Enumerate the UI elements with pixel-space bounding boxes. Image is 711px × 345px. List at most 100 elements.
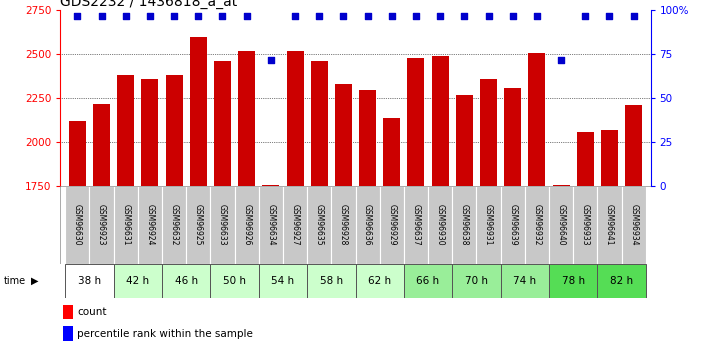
Point (144, 13, 156, 18)
Bar (501, 264, 549, 298)
Text: 78 h: 78 h (562, 276, 584, 286)
Point (483, 13, 494, 18)
Bar (90, 186, 114, 264)
Bar (307, 186, 331, 264)
Text: GSM96638: GSM96638 (460, 204, 469, 246)
Bar (331, 186, 356, 264)
Bar (501, 186, 525, 264)
Point (507, 13, 518, 18)
Bar (138, 186, 162, 264)
Text: percentile rank within the sample: percentile rank within the sample (77, 329, 253, 339)
Text: GSM96640: GSM96640 (557, 204, 565, 246)
Bar (141, 79, 159, 345)
Bar (356, 264, 404, 298)
Point (386, 13, 397, 18)
Point (604, 13, 615, 18)
Bar (407, 58, 424, 345)
Point (217, 13, 228, 18)
Bar (359, 89, 376, 345)
Text: GSM96634: GSM96634 (267, 204, 275, 246)
Point (579, 13, 591, 18)
Text: 70 h: 70 h (465, 276, 488, 286)
Bar (601, 130, 618, 345)
Bar (262, 185, 279, 345)
Point (531, 13, 542, 18)
Bar (65, 186, 90, 264)
Text: GSM96635: GSM96635 (315, 204, 324, 246)
Bar (504, 88, 521, 345)
Text: 46 h: 46 h (175, 276, 198, 286)
Bar (93, 105, 110, 345)
Text: 62 h: 62 h (368, 276, 391, 286)
Bar (356, 186, 380, 264)
Point (314, 13, 325, 18)
Bar (186, 186, 210, 264)
Bar (287, 51, 304, 345)
Bar (69, 121, 86, 345)
Text: GSM96639: GSM96639 (508, 204, 517, 246)
Bar (235, 186, 259, 264)
Bar (577, 132, 594, 345)
Bar (549, 264, 597, 298)
Text: GSM96630: GSM96630 (73, 204, 82, 246)
Bar (549, 186, 573, 264)
Text: 74 h: 74 h (513, 276, 536, 286)
Point (241, 13, 252, 18)
Point (72, 13, 83, 18)
Text: 38 h: 38 h (78, 276, 101, 286)
Bar (404, 186, 428, 264)
Bar (238, 51, 255, 345)
Bar (65, 264, 114, 298)
Bar (210, 186, 235, 264)
Text: GSM96931: GSM96931 (484, 204, 493, 246)
Text: GSM96930: GSM96930 (436, 204, 444, 246)
Text: 58 h: 58 h (320, 276, 343, 286)
Bar (283, 186, 307, 264)
Bar (259, 264, 307, 298)
Text: GSM96632: GSM96632 (170, 204, 178, 246)
Bar (307, 264, 356, 298)
Text: 50 h: 50 h (223, 276, 246, 286)
Text: GSM96934: GSM96934 (629, 204, 638, 246)
Bar (162, 264, 210, 298)
Text: GDS2232 / 1436818_a_at: GDS2232 / 1436818_a_at (60, 0, 237, 9)
Bar (480, 79, 497, 345)
Bar (452, 264, 501, 298)
Point (289, 13, 301, 18)
Bar (162, 186, 186, 264)
Bar (621, 186, 646, 264)
Point (362, 13, 373, 18)
Text: time: time (4, 276, 26, 286)
Text: GSM96633: GSM96633 (218, 204, 227, 246)
Text: 42 h: 42 h (127, 276, 149, 286)
Bar (428, 186, 452, 264)
Bar (452, 186, 476, 264)
Text: ▶: ▶ (31, 276, 38, 286)
Bar (597, 264, 646, 298)
Text: GSM96929: GSM96929 (387, 204, 396, 246)
Bar (597, 186, 621, 264)
Bar (432, 56, 449, 345)
Point (120, 13, 132, 18)
Bar (114, 186, 138, 264)
Bar (528, 52, 545, 345)
Bar (573, 186, 597, 264)
Text: GSM96637: GSM96637 (412, 204, 420, 246)
Bar (210, 264, 259, 298)
Bar (114, 264, 162, 298)
Text: GSM96928: GSM96928 (339, 205, 348, 246)
Text: GSM96631: GSM96631 (122, 204, 130, 246)
Bar (625, 105, 642, 345)
Bar (383, 118, 400, 345)
Bar (456, 95, 473, 345)
Bar (525, 186, 549, 264)
Bar (117, 75, 134, 345)
Text: 66 h: 66 h (417, 276, 439, 286)
Text: count: count (77, 307, 107, 317)
Text: GSM96641: GSM96641 (605, 204, 614, 246)
Text: GSM96924: GSM96924 (146, 204, 154, 246)
Bar (552, 185, 570, 345)
Text: GSM96923: GSM96923 (97, 204, 106, 246)
Point (459, 13, 470, 18)
Bar (335, 84, 352, 345)
